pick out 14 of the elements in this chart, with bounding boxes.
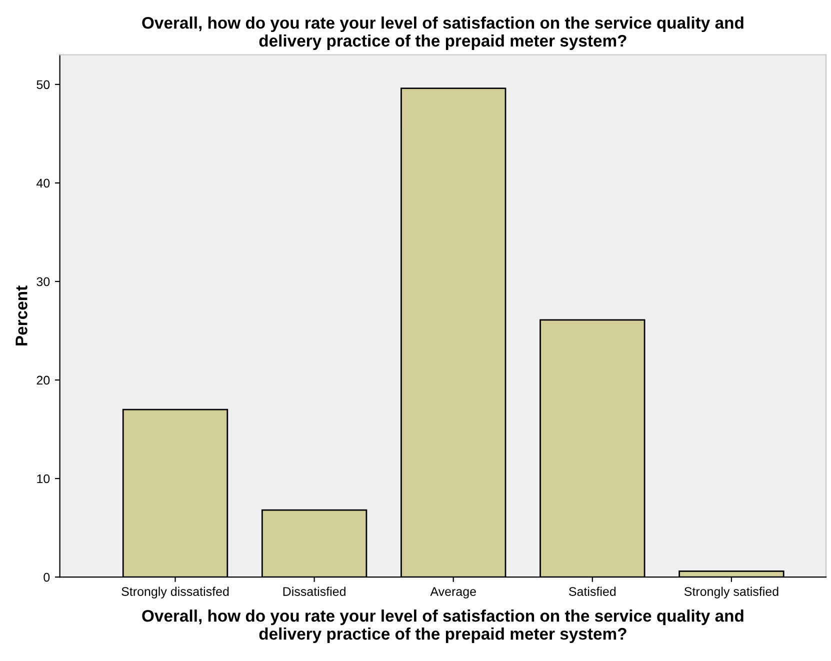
- y-axis-title: Percent: [16, 286, 28, 346]
- y-tick-label: 40: [36, 178, 50, 188]
- x-tick-label: Strongly satisfied: [684, 586, 778, 598]
- chart-title: Overall, how do you rate your level of satisfaction on the service quality and delivery practice of the prepaid meter system?: [142, 16, 744, 50]
- y-tick-label: 0: [44, 572, 50, 582]
- x-tick-label: Dissatisfied: [283, 586, 346, 596]
- y-tick-label: 50: [36, 80, 50, 90]
- x-axis-title: Overall, how do you rate your level of satisfaction on the service quality and delivery practice of the prepaid meter system?: [142, 610, 744, 644]
- y-tick-label: 30: [36, 277, 50, 286]
- x-tick-label: Strongly dissatisfed: [122, 586, 229, 598]
- y-tick-label: 20: [36, 376, 50, 385]
- x-tick-label: Satisfied: [569, 586, 616, 596]
- x-tick-label: Average: [430, 587, 476, 598]
- y-tick-label: 10: [37, 474, 50, 484]
